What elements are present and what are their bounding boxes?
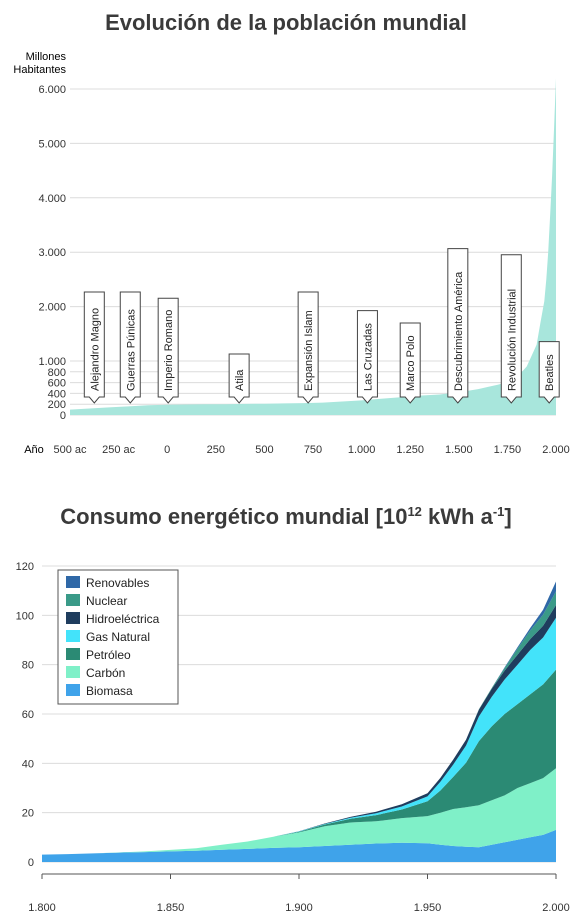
event-label: Guerras Púnicas xyxy=(125,309,137,391)
event-marker: Beatles xyxy=(538,341,560,404)
energy-chart: Consumo energético mundial [1012 kWh a-1… xyxy=(16,504,570,914)
energy-area-carbon xyxy=(42,768,556,855)
event-flag xyxy=(157,297,179,404)
legend-label: Gas Natural xyxy=(86,630,150,644)
event-flag xyxy=(500,254,522,404)
event-marker: Expansión Islam xyxy=(297,291,319,404)
legend-label: Biomasa xyxy=(86,684,133,698)
energy-y-tick-label: 120 xyxy=(16,561,34,573)
population-x-tick-label: 750 xyxy=(304,444,322,456)
event-label: Revolución Industrial xyxy=(506,289,518,391)
event-flag xyxy=(297,291,319,404)
population-chart: Evolución de la población mundial Millon… xyxy=(13,10,570,456)
population-y-tick-label: 6.000 xyxy=(38,84,66,96)
population-x-tick-label: 1.750 xyxy=(494,444,522,456)
population-y-tick-label: 4.000 xyxy=(38,193,66,205)
energy-y-tick-label: 60 xyxy=(22,709,34,721)
population-y-tick-label: 200 xyxy=(48,399,66,411)
event-marker: Guerras Púnicas xyxy=(119,291,141,404)
legend-label: Renovables xyxy=(86,576,149,590)
legend-swatch xyxy=(66,666,80,678)
population-x-tick-label: 1.000 xyxy=(348,444,376,456)
population-x-tick-label: 500 xyxy=(255,444,273,456)
event-marker: Alejandro Magno xyxy=(83,291,105,404)
event-marker: Atila xyxy=(228,353,250,404)
energy-y-tick-label: 80 xyxy=(22,660,34,672)
population-x-tick-label: 2.000 xyxy=(542,444,570,456)
event-flag xyxy=(228,353,250,404)
population-x-tick-label: 500 ac xyxy=(53,444,87,456)
event-label: Expansión Islam xyxy=(303,310,315,391)
event-marker: Imperio Romano xyxy=(157,297,179,404)
population-y-axis-label-line-2: Habitantes xyxy=(13,64,66,76)
energy-y-tick-label: 0 xyxy=(28,857,34,869)
event-label: Descubrimiento América xyxy=(453,271,465,391)
legend-swatch xyxy=(66,612,80,624)
population-x-tick-label: 250 ac xyxy=(102,444,136,456)
population-x-tick-label: 250 xyxy=(207,444,225,456)
population-y-tick-label: 800 xyxy=(48,367,66,379)
energy-chart-title: Consumo energético mundial [1012 kWh a-1… xyxy=(60,504,511,529)
legend-swatch xyxy=(66,630,80,642)
event-flag xyxy=(119,291,141,404)
energy-x-tick-label: 1.950 xyxy=(414,902,442,914)
energy-y-tick-label: 20 xyxy=(22,808,34,820)
energy-x-tick-label: 1.900 xyxy=(285,902,313,914)
event-flag xyxy=(538,341,560,404)
event-marker: Marco Polo xyxy=(399,322,421,404)
event-flag xyxy=(83,291,105,404)
event-marker: Revolución Industrial xyxy=(500,254,522,404)
population-chart-title: Evolución de la población mundial xyxy=(105,10,467,35)
event-label: Beatles xyxy=(544,354,556,391)
event-marker: Las Cruzadas xyxy=(356,310,378,404)
legend-label: Nuclear xyxy=(86,594,127,608)
population-y-tick-label: 1.000 xyxy=(38,356,66,368)
population-y-tick-label: 400 xyxy=(48,388,66,400)
energy-area-petroleo xyxy=(42,669,556,855)
legend-swatch xyxy=(66,594,80,606)
population-y-tick-label: 3.000 xyxy=(38,247,66,259)
energy-y-tick-label: 100 xyxy=(16,610,34,622)
population-y-tick-label: 600 xyxy=(48,378,66,390)
energy-legend: Renovables Nuclear Hidroeléctrica Gas Natur… xyxy=(57,569,179,705)
energy-area-biomasa xyxy=(42,829,556,862)
legend-label: Carbón xyxy=(86,666,125,680)
legend-label: Hidroeléctrica xyxy=(86,612,160,626)
event-marker: Descubrimiento América xyxy=(447,248,469,404)
population-y-tick-label: 5.000 xyxy=(38,138,66,150)
legend-label: Petróleo xyxy=(86,648,131,662)
event-label: Imperio Romano xyxy=(163,310,175,391)
event-label: Las Cruzadas xyxy=(362,323,374,391)
population-y-tick-label: 2.000 xyxy=(38,302,66,314)
energy-x-tick-label: 1.800 xyxy=(28,902,56,914)
legend-swatch xyxy=(66,576,80,588)
population-x-tick-label: 1.250 xyxy=(396,444,424,456)
population-x-tick-label: 1.500 xyxy=(445,444,473,456)
population-y-axis-label-line-1: Millones xyxy=(26,51,67,63)
legend-swatch xyxy=(66,648,80,660)
event-label: Atila xyxy=(234,369,246,391)
event-label: Marco Polo xyxy=(405,335,417,391)
event-flag xyxy=(356,310,378,404)
energy-y-tick-label: 40 xyxy=(22,758,34,770)
event-label: Alejandro Magno xyxy=(89,308,101,391)
population-x-axis-label: Año xyxy=(24,444,44,456)
event-flag xyxy=(399,322,421,404)
energy-x-tick-label: 1.850 xyxy=(157,902,185,914)
population-x-tick-label: 0 xyxy=(164,444,170,456)
population-y-tick-label: 0 xyxy=(60,410,66,422)
legend-swatch xyxy=(66,684,80,696)
event-flag xyxy=(447,248,469,404)
energy-x-tick-label: 2.000 xyxy=(542,902,570,914)
